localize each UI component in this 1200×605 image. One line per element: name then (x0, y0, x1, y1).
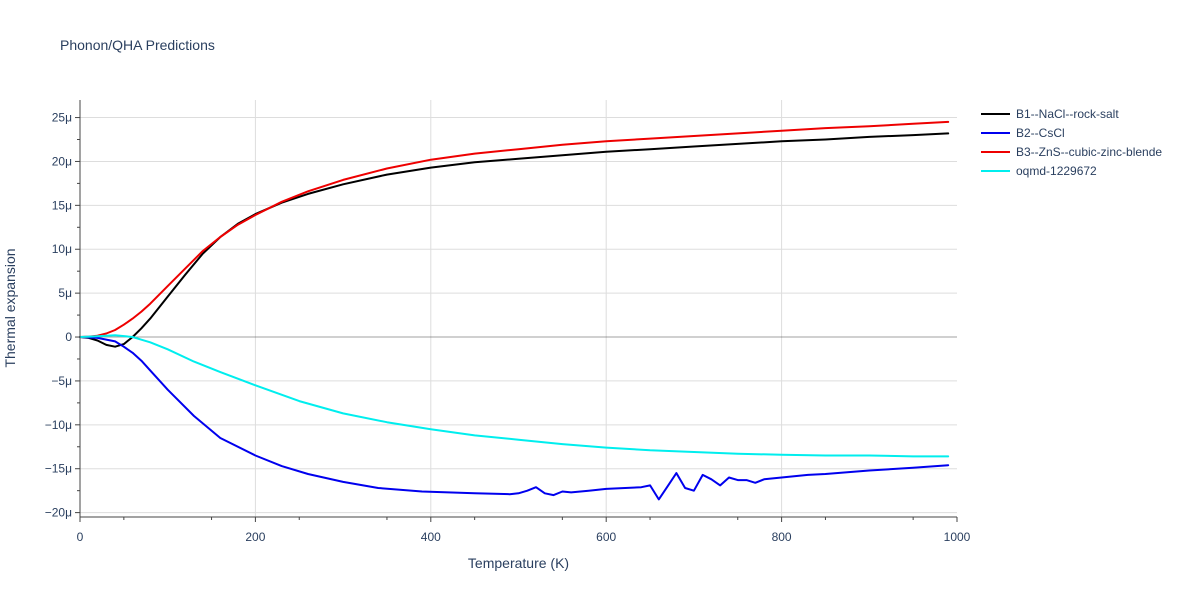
x-tick-label: 200 (245, 530, 265, 544)
axis-layer: 0 200 400 600 800 1000 −20μ −15μ −10μ −5μ 0 5μ 10μ 15… (45, 100, 971, 544)
legend[interactable]: B1--NaCl--rock-salt B2--CsCl B3--ZnS--cubi… (981, 107, 1162, 178)
y-tick-label: −15μ (45, 462, 72, 476)
x-tick-label: 400 (421, 530, 441, 544)
legend-label: B1--NaCl--rock-salt (1016, 107, 1119, 121)
x-axis-title: Temperature (K) (468, 555, 569, 571)
series-line-oqmd-1229672 (79, 334, 950, 458)
legend-item-b3-zns-cubic-zinc-blende[interactable]: B3--ZnS--cubic-zinc-blende (981, 145, 1162, 159)
series-line-b1-nacl-rock-salt (79, 132, 950, 348)
x-tick-label: 800 (772, 530, 792, 544)
legend-label: B3--ZnS--cubic-zinc-blende (1016, 145, 1162, 159)
y-tick-label: 15μ (52, 198, 72, 212)
legend-label: B2--CsCl (1016, 126, 1065, 140)
y-tick-label: 0 (65, 330, 72, 344)
y-tick-label: −20μ (45, 506, 72, 520)
y-tick-label: 20μ (52, 154, 72, 168)
series-layer (79, 120, 950, 501)
y-tick-label: 5μ (58, 286, 72, 300)
y-tick-label: 25μ (52, 111, 72, 125)
y-tick-label: −10μ (45, 418, 72, 432)
series-line-b2-cscl (79, 336, 950, 501)
grid-layer (80, 100, 957, 517)
x-tick-label: 0 (77, 530, 84, 544)
chart-title: Phonon/QHA Predictions (60, 37, 215, 53)
legend-item-oqmd-1229672[interactable]: oqmd-1229672 (981, 164, 1097, 178)
x-tick-label: 1000 (944, 530, 971, 544)
legend-label: oqmd-1229672 (1016, 164, 1097, 178)
legend-item-b2-cscl[interactable]: B2--CsCl (981, 126, 1065, 140)
x-tick-label: 600 (596, 530, 616, 544)
y-tick-label: −5μ (51, 374, 72, 388)
y-axis-title: Thermal expansion (2, 248, 18, 367)
series-line-b3-zns-cubic-zinc-blende (79, 120, 950, 338)
legend-item-b1-nacl-rock-salt[interactable]: B1--NaCl--rock-salt (981, 107, 1119, 121)
y-tick-label: 10μ (52, 242, 72, 256)
